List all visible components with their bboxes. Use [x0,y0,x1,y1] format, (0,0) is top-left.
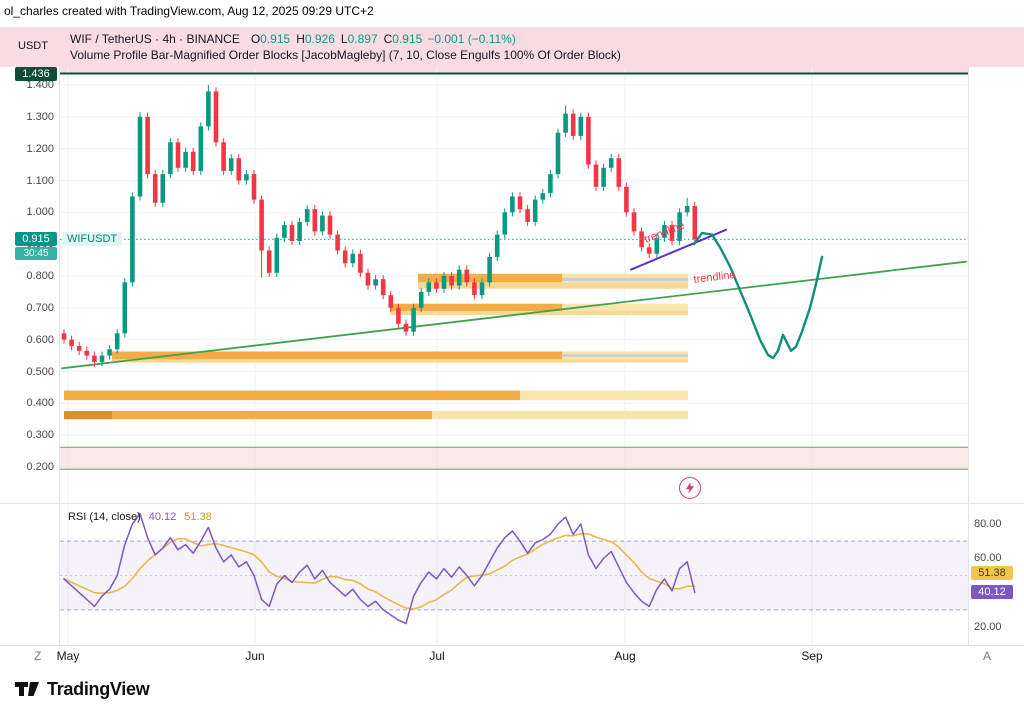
time-axis-label[interactable]: May [56,649,80,663]
rsi-axis-label: 60.00 [974,552,1002,565]
time-axis-label[interactable]: Sep [801,649,823,663]
bottom-right-hint: A [983,649,992,663]
symbol-price-tag: WIFUSDT [62,232,123,247]
symbol-header: USDT WIF / TetherUS · 4h · BINANCE O0.915… [0,27,1024,67]
flash-icon[interactable] [679,477,701,499]
upper-level-price-badge: 1.436 [15,66,57,81]
rsi-axis-label: 20.00 [974,621,1002,633]
price-axis-label: 0.300 [26,429,54,442]
price-axis-label: 0.800 [26,270,54,282]
price-axis-label: 1.300 [26,110,54,123]
time-axis-label[interactable]: Aug [614,649,636,663]
tradingview-logo-text: TradingView [47,678,150,699]
tradingview-logo-mark [15,682,39,696]
ohlc-open-label: O [250,32,261,46]
attribution-text: ol_charles created with TradingView.com,… [4,4,374,18]
price-axis-label: 1.100 [26,174,54,187]
ohlc-high-value: 0.926 [304,32,335,46]
time-axis-label[interactable]: Jun [245,649,265,663]
symbol-title[interactable]: WIF / TetherUS · 4h · BINANCE [70,32,240,46]
price-axis-label: 0.200 [26,461,54,473]
price-axis-label: 1.000 [26,206,54,219]
rsi-legend: RSI (14, close) 40.12 51.38 [68,511,212,523]
rsi-ma-value: 51.38 [184,511,212,523]
price-change: −0.001 (−0.11%) [427,32,516,46]
candle-countdown-badge: 30:45 [15,247,57,261]
ohlc-high-label: H [296,32,305,46]
symbol-status-line: WIF / TetherUS · 4h · BINANCE O0.915 H0.92… [70,32,516,46]
axis-currency-label[interactable]: USDT [18,40,48,52]
tradingview-logo[interactable]: TradingView [14,676,150,702]
price-axis-label: 1.400 [26,79,54,91]
ohlc-low-label: L [340,32,348,46]
ohlc-close-label: C [383,32,393,46]
ohlc-close-value: 0.915 [392,32,423,46]
bottom-left-hint: Z [34,649,42,663]
ohlc-open-value: 0.915 [260,32,291,46]
lightning-bolt-icon [685,482,695,494]
rsi-value-badge: 40.12 [971,585,1013,600]
indicator-title[interactable]: Volume Profile Bar-Magnified Order Block… [70,48,621,62]
price-axis-label: 0.400 [26,397,54,410]
price-axis-label: 0.700 [26,301,54,314]
rsi-axis-label: 80.00 [974,518,1002,530]
time-axis-label[interactable]: Jul [429,649,445,663]
trendline-label: trendline [693,269,736,286]
rsi-ma-badge: 51.38 [971,566,1013,581]
current-price-badge: 0.915 [15,232,57,247]
price-axis-label: 0.500 [26,365,54,378]
price-axis-label: 1.200 [26,142,54,155]
rsi-value: 40.12 [148,511,177,523]
price-axis-label: 0.600 [26,333,54,346]
rsi-title[interactable]: RSI (14, close) [68,511,141,523]
ohlc-low-value: 0.897 [347,32,378,46]
